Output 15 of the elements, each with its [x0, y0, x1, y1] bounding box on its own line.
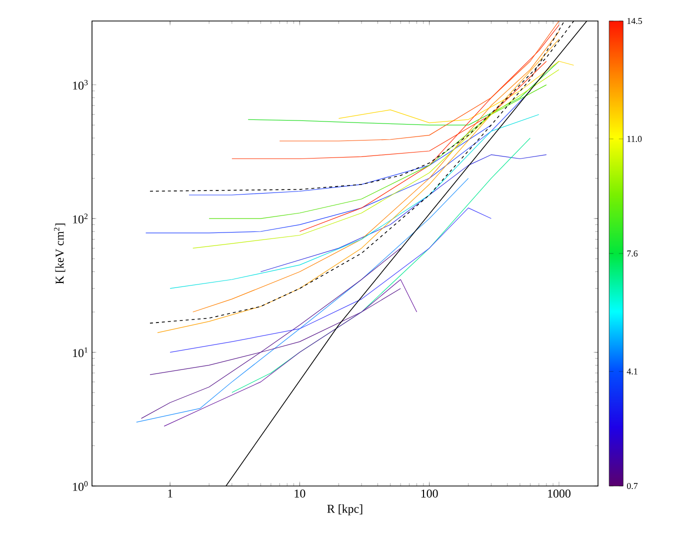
x-tick-label: 10: [294, 490, 306, 498]
color-bar-label: 0.7: [627, 482, 638, 490]
color-bar-label: 7.6: [627, 250, 638, 257]
y-tick-label: 10$^{1}$: [73, 347, 88, 358]
x-tick-label: 1: [168, 490, 172, 498]
color-bar-label: 4.1: [626, 368, 638, 374]
y-axis-title: K [keV cm$^{2}$]: [54, 224, 66, 284]
y-tick-label: 10$^{2}$: [73, 214, 88, 224]
y-tick-label: 10$^{3}$: [73, 80, 88, 90]
x-tick-label: 1000: [548, 490, 570, 498]
x-tick-label: 100: [421, 490, 438, 498]
x-axis-title: R [kpc]: [327, 504, 362, 516]
color-bar-label: 11.0: [627, 136, 642, 142]
y-tick-label: 10$^{0}$: [73, 481, 88, 491]
color-bar-label: 14.5: [627, 18, 642, 24]
